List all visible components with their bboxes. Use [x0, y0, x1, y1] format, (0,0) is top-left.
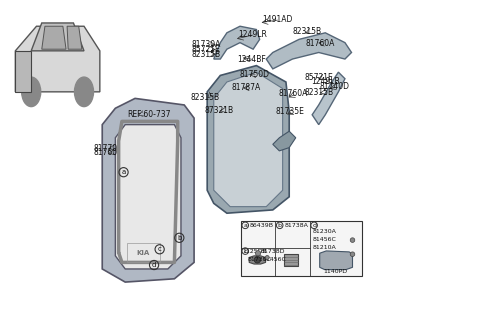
Circle shape — [22, 77, 41, 107]
Polygon shape — [15, 26, 100, 92]
Circle shape — [74, 77, 94, 107]
Polygon shape — [102, 98, 194, 282]
Text: 81760A: 81760A — [279, 89, 308, 98]
Text: a: a — [121, 169, 126, 175]
Polygon shape — [67, 26, 82, 49]
Text: 82315B: 82315B — [192, 50, 221, 59]
Text: 81456C: 81456C — [312, 237, 336, 242]
Polygon shape — [214, 72, 283, 207]
Text: 81740D: 81740D — [319, 82, 349, 91]
Text: c: c — [243, 249, 247, 254]
Polygon shape — [266, 33, 351, 69]
Text: 81738D: 81738D — [261, 249, 285, 255]
Polygon shape — [273, 131, 296, 151]
Text: b: b — [278, 223, 282, 228]
Text: 82315B: 82315B — [292, 27, 322, 36]
Text: 85721E: 85721E — [304, 73, 333, 82]
Text: 81760A: 81760A — [306, 39, 335, 48]
Text: 1249LB: 1249LB — [311, 77, 339, 87]
Text: REF:60-737: REF:60-737 — [127, 110, 170, 119]
Text: 81730A: 81730A — [192, 40, 221, 49]
Polygon shape — [320, 251, 352, 270]
Circle shape — [350, 252, 355, 256]
Text: 81210A: 81210A — [312, 245, 336, 250]
Polygon shape — [207, 66, 289, 213]
Text: 81760: 81760 — [93, 148, 117, 157]
Text: 82315B: 82315B — [305, 88, 334, 97]
Circle shape — [265, 256, 269, 259]
Polygon shape — [249, 256, 265, 264]
Text: 81456C: 81456C — [262, 256, 286, 262]
Text: 81738A: 81738A — [284, 223, 308, 228]
Bar — [241, 221, 362, 276]
Polygon shape — [42, 26, 66, 49]
Text: 85721E: 85721E — [192, 45, 220, 54]
Text: d: d — [312, 223, 316, 228]
Text: 1125DB: 1125DB — [242, 249, 267, 255]
Text: KIA: KIA — [137, 250, 150, 256]
Polygon shape — [312, 72, 345, 125]
Circle shape — [350, 238, 355, 242]
Polygon shape — [15, 51, 31, 92]
Circle shape — [255, 251, 261, 256]
Text: c: c — [158, 246, 162, 252]
Polygon shape — [31, 23, 84, 51]
Text: 81230A: 81230A — [312, 229, 336, 234]
Text: 87321B: 87321B — [204, 106, 234, 115]
Text: 1249LR: 1249LR — [238, 30, 266, 39]
Text: d: d — [152, 262, 156, 268]
Text: 81739C: 81739C — [248, 256, 272, 262]
Text: 1244BF: 1244BF — [237, 55, 265, 64]
Text: 82315B: 82315B — [190, 93, 219, 102]
Text: 81750D: 81750D — [240, 70, 270, 79]
Polygon shape — [214, 26, 260, 59]
Text: 1491AD: 1491AD — [262, 15, 293, 24]
Circle shape — [254, 256, 261, 263]
Polygon shape — [284, 254, 299, 266]
Text: 1140PD: 1140PD — [324, 269, 348, 274]
Bar — [127, 243, 160, 262]
Text: 86439B: 86439B — [250, 223, 274, 228]
Text: 81735E: 81735E — [276, 107, 304, 116]
Text: 81770: 81770 — [93, 144, 117, 153]
Text: a: a — [243, 223, 247, 228]
Text: b: b — [177, 235, 181, 241]
Text: 81787A: 81787A — [232, 83, 261, 92]
Polygon shape — [115, 125, 181, 269]
